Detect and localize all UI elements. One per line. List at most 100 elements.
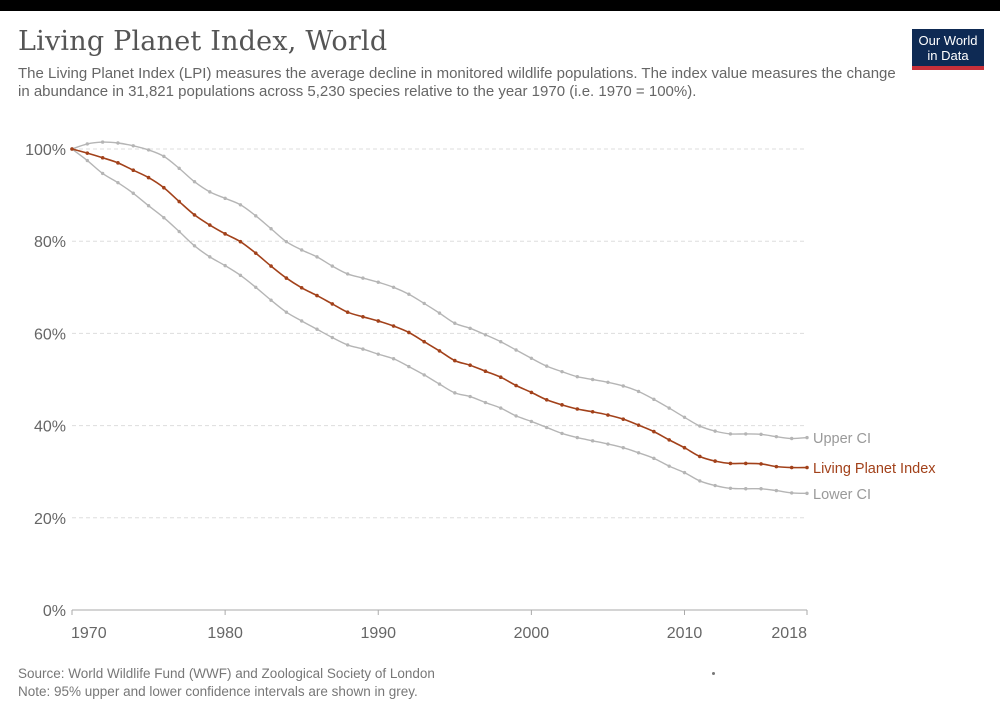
data-point-lower-ci [560, 431, 564, 436]
data-point-lower-ci [177, 229, 181, 234]
data-point-lower-ci [575, 435, 580, 440]
data-point-lower-ci [499, 406, 503, 410]
data-point-lower-ci [208, 255, 212, 259]
data-point-lower-ci [621, 446, 625, 450]
series-line-lower-ci [71, 148, 808, 495]
data-point-living-planet-index [483, 369, 488, 374]
data-point-lower-ci [713, 483, 717, 488]
series-label-lower-ci: Lower CI [813, 487, 871, 503]
data-point-living-planet-index [162, 185, 166, 190]
data-point-living-planet-index [223, 232, 227, 236]
data-point-upper-ci [85, 142, 90, 146]
y-tick-label: 60% [34, 326, 66, 343]
data-point-lower-ci [437, 382, 442, 386]
data-point-upper-ci [407, 292, 411, 296]
data-point-upper-ci [483, 333, 488, 337]
data-point-living-planet-index [606, 413, 610, 417]
data-point-living-planet-index [177, 199, 181, 204]
data-point-lower-ci [407, 364, 411, 369]
data-point-lower-ci [590, 439, 595, 443]
data-point-living-planet-index [376, 319, 381, 323]
data-point-upper-ci [162, 154, 166, 159]
data-point-upper-ci [682, 415, 687, 420]
logo-line-1: Our World [918, 33, 978, 48]
data-point-living-planet-index [805, 465, 809, 470]
data-point-lower-ci [391, 357, 396, 361]
data-point-living-planet-index [70, 147, 74, 151]
data-point-lower-ci [606, 442, 610, 446]
data-point-living-planet-index [131, 168, 136, 173]
data-point-living-planet-index [299, 285, 304, 290]
data-point-living-planet-index [621, 417, 626, 421]
data-point-lower-ci [652, 456, 656, 461]
y-tick-label: 100% [25, 142, 66, 159]
data-point-living-planet-index [208, 223, 212, 227]
owid-logo[interactable]: Our World in Data [912, 29, 984, 70]
data-point-lower-ci [453, 391, 457, 395]
data-point-lower-ci [254, 285, 258, 289]
series-line-upper-ci [71, 141, 808, 440]
gridlines [72, 148, 807, 519]
data-point-upper-ci [422, 301, 426, 306]
data-point-lower-ci [361, 347, 365, 351]
data-point-upper-ci [361, 276, 365, 280]
data-point-living-planet-index [713, 459, 717, 463]
data-point-upper-ci [728, 432, 733, 436]
data-point-living-planet-index [759, 462, 763, 466]
data-point-upper-ci [131, 144, 135, 148]
data-point-upper-ci [636, 389, 641, 394]
data-point-living-planet-index [437, 349, 442, 353]
chart-title: Living Planet Index, World [18, 26, 388, 57]
data-point-living-planet-index [529, 390, 534, 395]
data-point-upper-ci [330, 264, 335, 268]
data-point-upper-ci [560, 369, 564, 374]
data-point-lower-ci [422, 373, 426, 377]
data-point-lower-ci [116, 180, 120, 185]
data-point-living-planet-index [315, 293, 319, 298]
x-tick-label: 2010 [667, 625, 703, 642]
data-point-living-planet-index [560, 403, 564, 407]
data-point-living-planet-index [728, 461, 733, 466]
series-labels: Upper CI Lower CI Living Planet Index [813, 431, 936, 503]
data-point-living-planet-index [544, 397, 549, 402]
series-line-living-planet-index [71, 148, 808, 469]
data-point-lower-ci [100, 171, 105, 176]
data-point-lower-ci [376, 352, 380, 356]
data-point-upper-ci [453, 321, 457, 325]
data-point-living-planet-index [652, 429, 656, 434]
top-bar [0, 0, 1000, 11]
y-tick-label: 20% [34, 511, 66, 528]
data-point-lower-ci [774, 488, 779, 493]
data-point-lower-ci [636, 451, 641, 455]
y-tick-label: 40% [34, 419, 66, 436]
data-point-lower-ci [544, 425, 549, 430]
data-point-living-planet-index [269, 264, 273, 268]
data-point-living-planet-index [422, 339, 426, 344]
data-point-lower-ci [744, 487, 748, 491]
data-point-upper-ci [544, 364, 549, 368]
data-point-lower-ci [345, 343, 350, 347]
data-point-upper-ci [514, 348, 518, 352]
data-point-lower-ci [299, 319, 304, 323]
series-lines [70, 140, 809, 496]
data-point-upper-ci [499, 339, 503, 344]
data-point-upper-ci [116, 141, 120, 145]
y-tick-label: 80% [34, 234, 66, 251]
data-point-lower-ci [131, 191, 135, 195]
data-point-upper-ci [437, 311, 442, 315]
data-point-upper-ci [606, 380, 610, 384]
data-point-upper-ci [269, 227, 273, 231]
x-tick-label: 1980 [207, 625, 243, 642]
x-axis: 1970 1980 1990 2000 2010 2018 [71, 609, 808, 642]
data-point-living-planet-index [789, 465, 794, 470]
data-point-living-planet-index [407, 330, 411, 335]
data-point-upper-ci [805, 435, 809, 440]
data-point-lower-ci [667, 464, 671, 468]
data-point-upper-ci [621, 384, 625, 388]
data-point-living-planet-index [192, 213, 197, 217]
data-point-lower-ci [192, 244, 197, 248]
data-point-upper-ci [177, 166, 181, 171]
data-point-upper-ci [284, 239, 289, 244]
data-point-lower-ci [789, 491, 794, 495]
